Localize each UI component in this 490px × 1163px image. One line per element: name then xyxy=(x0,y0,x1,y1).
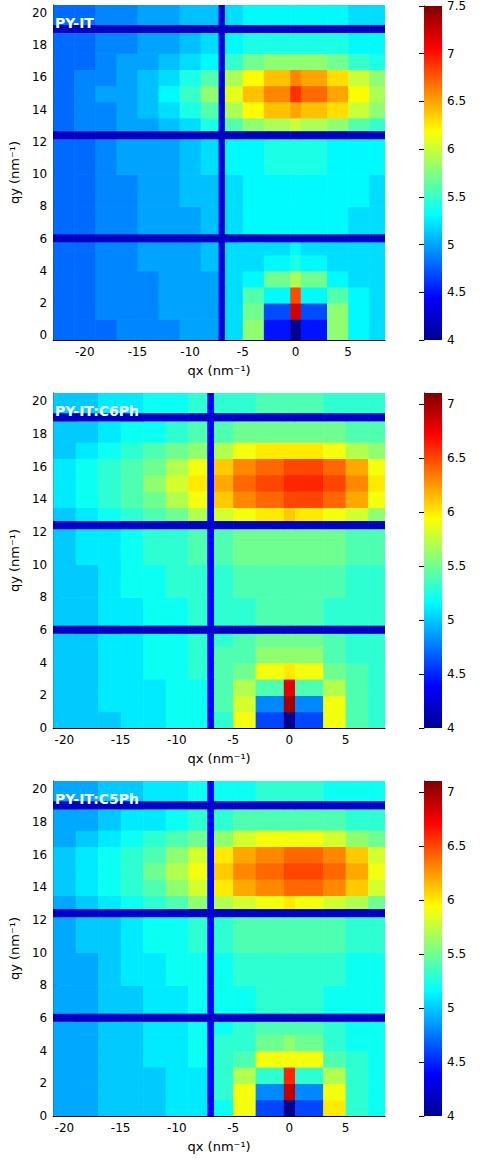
svg-text:2: 2 xyxy=(40,296,48,310)
svg-text:0: 0 xyxy=(292,345,300,359)
svg-text:5: 5 xyxy=(344,345,352,359)
svg-text:-10: -10 xyxy=(167,733,187,747)
svg-text:-10: -10 xyxy=(180,345,200,359)
svg-text:-20: -20 xyxy=(55,733,75,747)
svg-text:20: 20 xyxy=(32,6,47,20)
svg-text:5: 5 xyxy=(342,1121,350,1135)
svg-text:6: 6 xyxy=(40,232,48,246)
svg-text:4: 4 xyxy=(447,721,455,735)
svg-text:4: 4 xyxy=(40,264,48,278)
svg-text:6.5: 6.5 xyxy=(447,839,466,853)
svg-text:10: 10 xyxy=(32,167,47,181)
svg-text:14: 14 xyxy=(32,880,47,894)
svg-text:-15: -15 xyxy=(111,1121,131,1135)
svg-text:qx (nm⁻¹): qx (nm⁻¹) xyxy=(187,751,250,766)
svg-text:18: 18 xyxy=(32,815,47,829)
svg-text:4.5: 4.5 xyxy=(447,1055,466,1069)
svg-text:14: 14 xyxy=(32,492,47,506)
svg-text:4: 4 xyxy=(447,1109,455,1123)
svg-text:-5: -5 xyxy=(237,345,249,359)
svg-text:0: 0 xyxy=(286,1121,294,1135)
svg-text:10: 10 xyxy=(32,946,47,960)
svg-text:-20: -20 xyxy=(55,1121,75,1135)
svg-text:4.5: 4.5 xyxy=(447,667,466,681)
svg-text:0: 0 xyxy=(40,1109,48,1123)
svg-text:-15: -15 xyxy=(111,733,131,747)
svg-text:0: 0 xyxy=(40,328,48,342)
svg-text:0: 0 xyxy=(40,721,48,735)
svg-text:PY-IT:C5Ph: PY-IT:C5Ph xyxy=(55,791,139,807)
svg-text:12: 12 xyxy=(32,913,47,927)
svg-text:8: 8 xyxy=(40,978,48,992)
svg-text:6.5: 6.5 xyxy=(447,451,466,465)
svg-text:12: 12 xyxy=(32,135,47,149)
svg-text:5.5: 5.5 xyxy=(447,559,466,573)
svg-text:qy (nm⁻¹): qy (nm⁻¹) xyxy=(7,917,22,980)
svg-text:7: 7 xyxy=(447,785,455,799)
svg-text:6: 6 xyxy=(447,893,455,907)
svg-text:4.5: 4.5 xyxy=(447,285,466,299)
svg-text:5: 5 xyxy=(342,733,350,747)
svg-text:qx (nm⁻¹): qx (nm⁻¹) xyxy=(187,363,250,378)
svg-text:-10: -10 xyxy=(167,1121,187,1135)
svg-text:5: 5 xyxy=(447,238,455,252)
svg-text:-5: -5 xyxy=(227,733,239,747)
svg-text:7.5: 7.5 xyxy=(447,0,466,13)
svg-text:-5: -5 xyxy=(227,1121,239,1135)
svg-text:10: 10 xyxy=(32,558,47,572)
svg-text:6: 6 xyxy=(447,142,455,156)
svg-text:-20: -20 xyxy=(75,345,95,359)
svg-text:4: 4 xyxy=(40,1044,48,1058)
svg-text:5: 5 xyxy=(447,613,455,627)
svg-text:6: 6 xyxy=(40,623,48,637)
svg-text:qy (nm⁻¹): qy (nm⁻¹) xyxy=(7,529,22,592)
svg-text:5.5: 5.5 xyxy=(447,190,466,204)
svg-text:5.5: 5.5 xyxy=(447,947,466,961)
svg-text:20: 20 xyxy=(32,394,47,408)
svg-text:PY-IT: PY-IT xyxy=(55,15,94,31)
svg-text:-15: -15 xyxy=(128,345,148,359)
svg-text:qy (nm⁻¹): qy (nm⁻¹) xyxy=(7,141,22,204)
svg-text:4: 4 xyxy=(40,656,48,670)
svg-text:14: 14 xyxy=(32,103,47,117)
svg-text:8: 8 xyxy=(40,199,48,213)
svg-text:PY-IT:C6Ph: PY-IT:C6Ph xyxy=(55,403,139,419)
svg-text:16: 16 xyxy=(32,70,47,84)
svg-text:qx (nm⁻¹): qx (nm⁻¹) xyxy=(187,1139,250,1154)
svg-text:2: 2 xyxy=(40,688,48,702)
svg-text:6: 6 xyxy=(40,1011,48,1025)
svg-text:18: 18 xyxy=(32,427,47,441)
svg-text:20: 20 xyxy=(32,782,47,796)
svg-text:2: 2 xyxy=(40,1076,48,1090)
svg-text:8: 8 xyxy=(40,590,48,604)
svg-text:12: 12 xyxy=(32,525,47,539)
svg-text:6.5: 6.5 xyxy=(447,94,466,108)
svg-text:7: 7 xyxy=(447,397,455,411)
svg-text:6: 6 xyxy=(447,505,455,519)
svg-text:4: 4 xyxy=(447,333,455,347)
svg-text:18: 18 xyxy=(32,38,47,52)
svg-text:0: 0 xyxy=(286,733,294,747)
svg-text:7: 7 xyxy=(447,47,455,61)
svg-text:5: 5 xyxy=(447,1001,455,1015)
svg-text:16: 16 xyxy=(32,460,47,474)
svg-text:16: 16 xyxy=(32,848,47,862)
